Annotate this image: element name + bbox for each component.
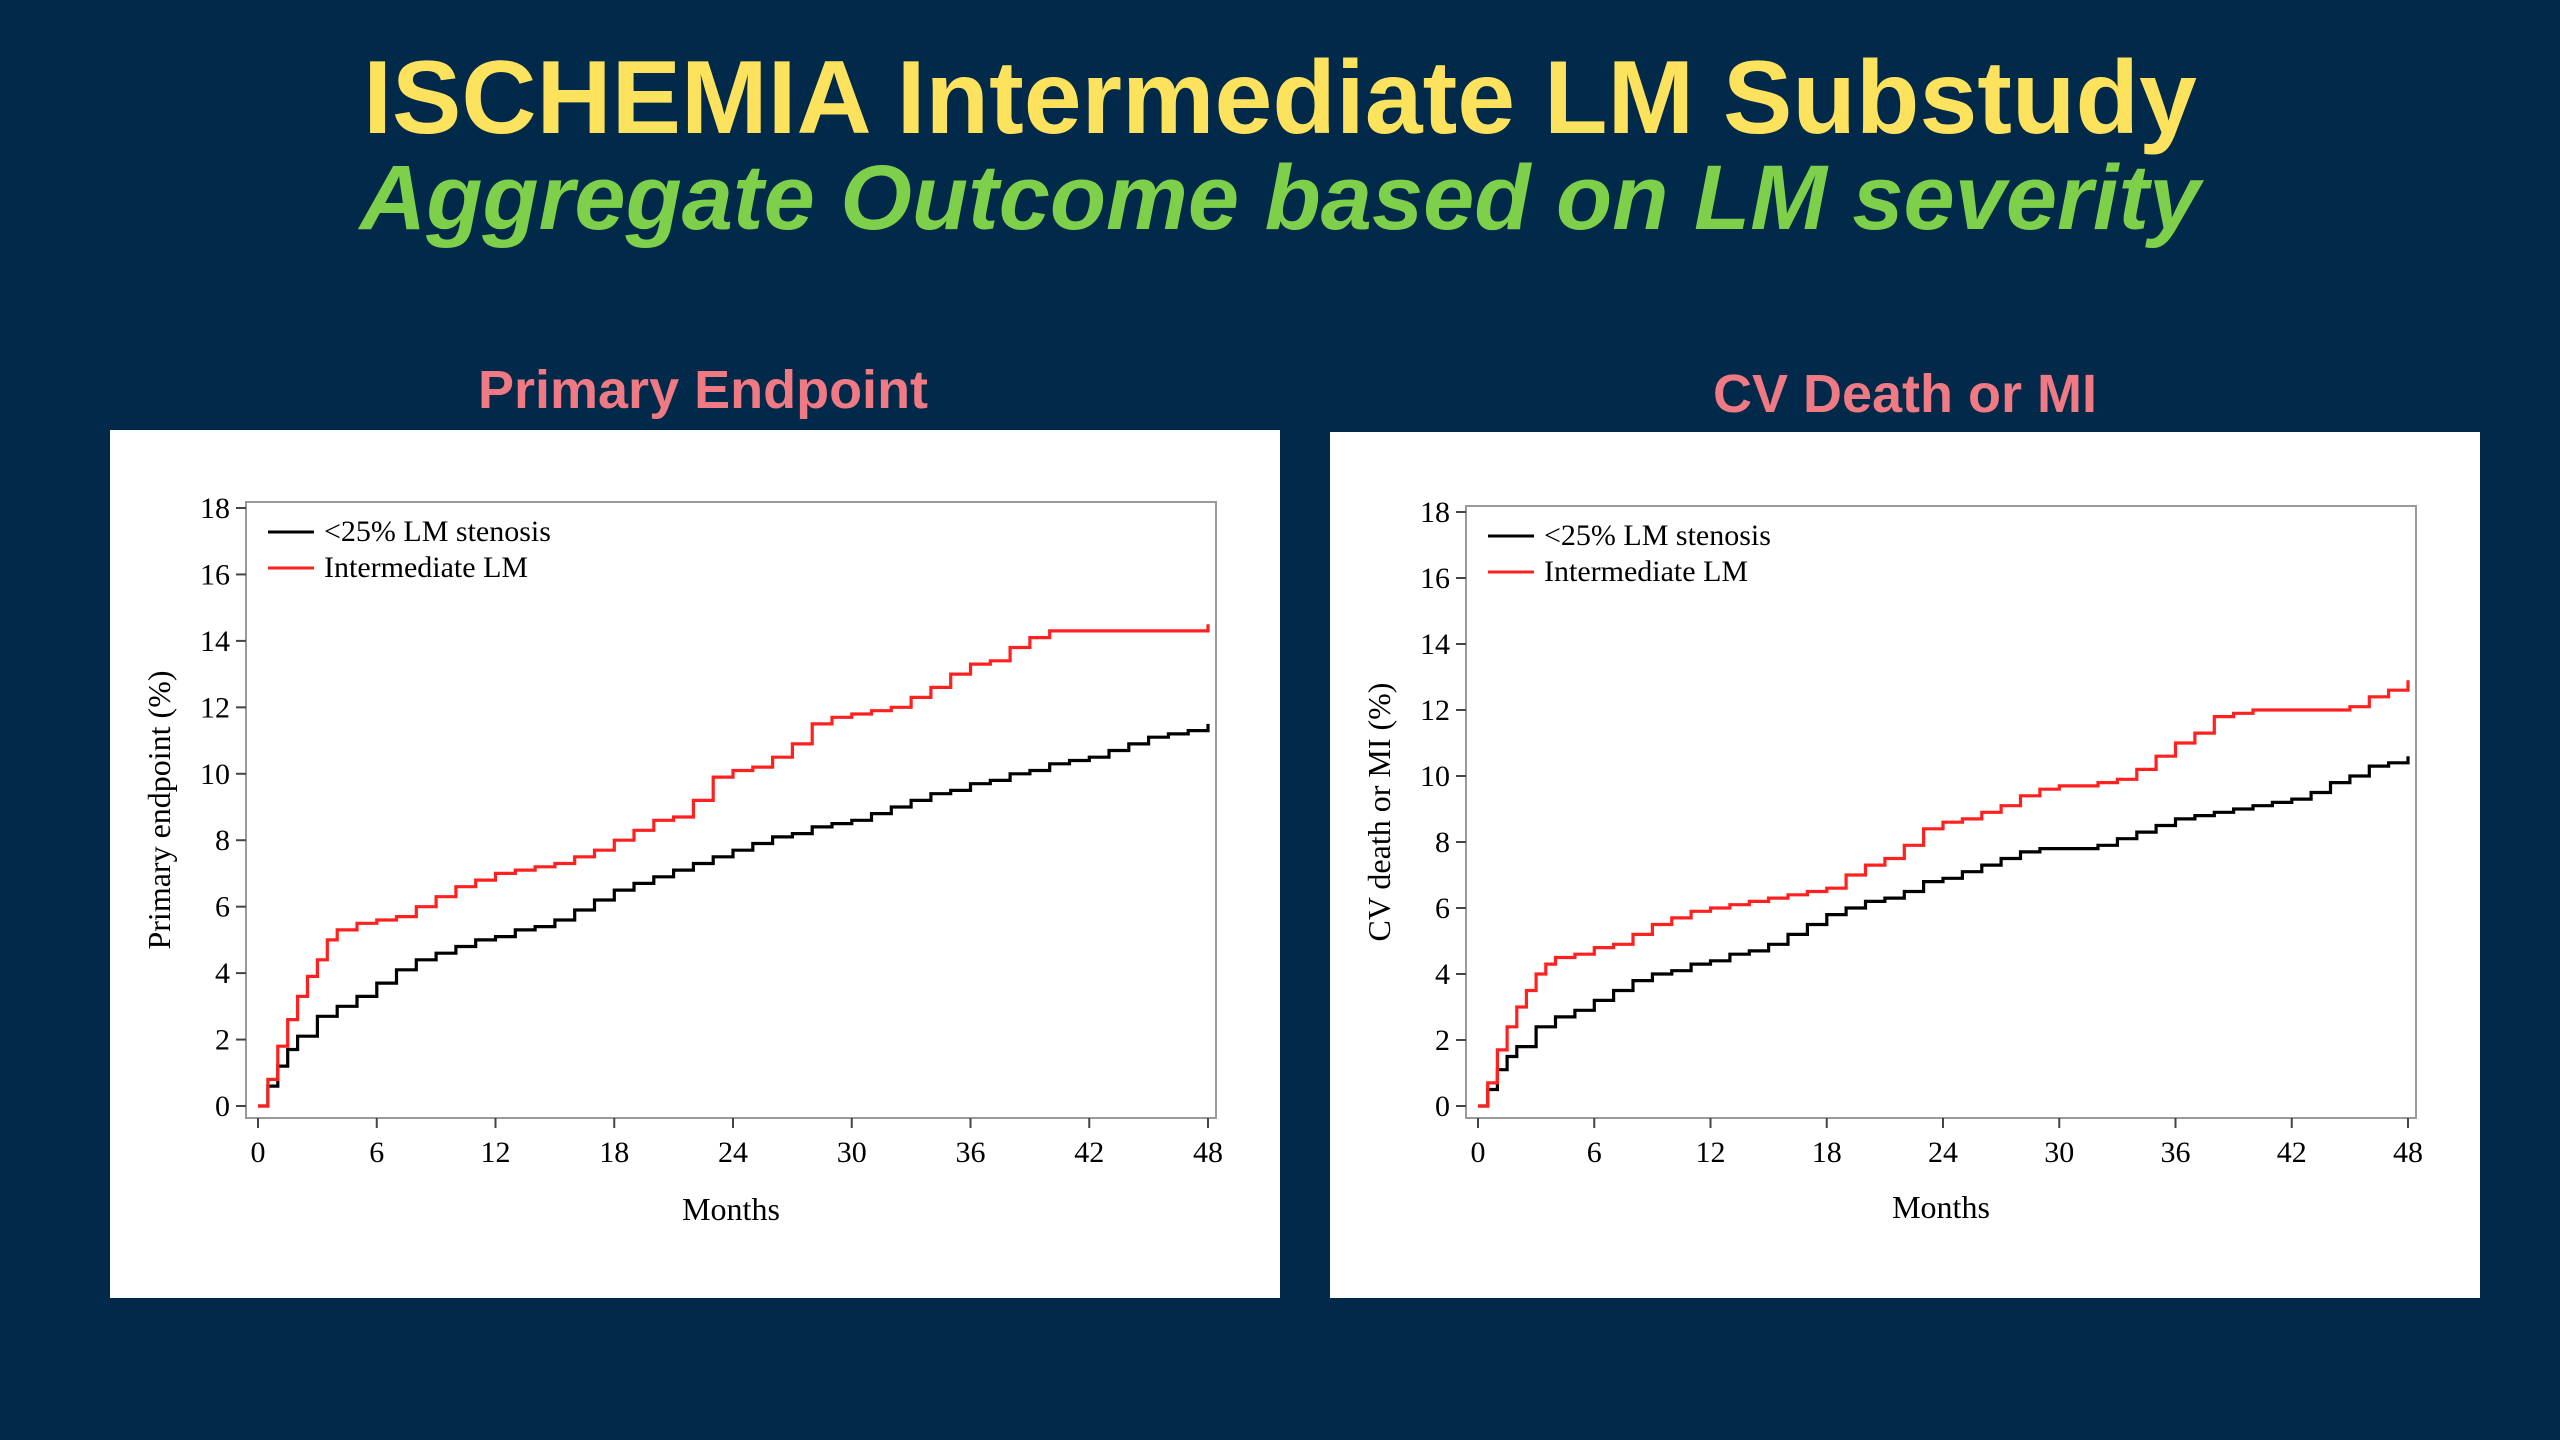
y-tick-label: 2 [1435, 1024, 1450, 1057]
x-tick-label: 0 [251, 1136, 266, 1169]
x-tick-label: 18 [599, 1136, 629, 1169]
y-tick-label: 8 [1435, 826, 1450, 859]
y-tick-label: 4 [1435, 958, 1450, 991]
y-tick-label: 16 [1420, 562, 1450, 595]
y-tick-label: 10 [200, 758, 230, 791]
x-tick-label: 30 [837, 1136, 867, 1169]
slide-subtitle: Aggregate Outcome based on LM severity [359, 147, 2201, 249]
x-axis-label: Months [1892, 1189, 1990, 1225]
y-tick-label: 6 [1435, 892, 1450, 925]
y-tick-label: 14 [1420, 628, 1450, 661]
x-tick-label: 24 [1928, 1136, 1958, 1169]
x-tick-label: 30 [2044, 1136, 2074, 1169]
x-tick-label: 0 [1471, 1136, 1486, 1169]
x-tick-label: 36 [2161, 1136, 2191, 1169]
y-tick-label: 12 [1420, 694, 1450, 727]
x-tick-label: 24 [718, 1136, 748, 1169]
y-tick-label: 12 [200, 691, 230, 724]
x-tick-label: 42 [2277, 1136, 2307, 1169]
x-tick-label: 42 [1074, 1136, 1104, 1169]
y-tick-label: 8 [215, 824, 230, 857]
panel-title-cv-death-or-mi: CV Death or MI [1712, 364, 2098, 424]
y-tick-label: 16 [200, 558, 230, 591]
x-axis-label: Months [682, 1191, 780, 1227]
y-axis-label: CV death or MI (%) [1361, 683, 1397, 942]
x-tick-label: 48 [1193, 1136, 1223, 1169]
y-tick-label: 14 [200, 625, 230, 658]
series-line-intermediate-lm [1478, 680, 2410, 1108]
series-line-lm-stenosis-under-25 [258, 723, 1210, 1108]
y-tick-label: 0 [1435, 1090, 1450, 1123]
y-tick-label: 4 [215, 957, 230, 990]
series-line-lm-stenosis-under-25 [1478, 756, 2410, 1108]
x-tick-label: 48 [2393, 1136, 2423, 1169]
x-tick-label: 6 [1587, 1136, 1602, 1169]
x-tick-label: 12 [1696, 1136, 1726, 1169]
y-axis-label: Primary endpoint (%) [141, 670, 177, 949]
y-tick-label: 18 [200, 492, 230, 525]
plot-frame [245, 501, 1217, 1119]
y-tick-label: 2 [215, 1024, 230, 1057]
chart-card-primary-endpoint: 0 2 4 6 8 10 12 14 16 18 0 6 12 18 24 30 36 42 48 Months Pri… [110, 430, 1280, 1298]
x-tick-label: 36 [956, 1136, 986, 1169]
legend-label-intermediate-lm: Intermediate LM [324, 551, 528, 584]
x-tick-label: 6 [369, 1136, 384, 1169]
x-tick-label: 18 [1812, 1136, 1842, 1169]
slide-title: ISCHEMIA Intermediate LM Substudy [363, 40, 2197, 156]
series-line-intermediate-lm [258, 624, 1210, 1108]
y-tick-label: 0 [215, 1090, 230, 1123]
y-tick-label: 6 [215, 891, 230, 924]
y-tick-label: 10 [1420, 760, 1450, 793]
legend-label-lm-stenosis-under-25: <25% LM stenosis [1544, 519, 1771, 552]
x-tick-label: 12 [481, 1136, 511, 1169]
panel-title-primary-endpoint: Primary Endpoint [477, 360, 929, 420]
legend-label-intermediate-lm: Intermediate LM [1544, 555, 1748, 588]
y-tick-label: 18 [1420, 496, 1450, 529]
legend-label-lm-stenosis-under-25: <25% LM stenosis [324, 515, 551, 548]
chart-card-cv-death-or-mi: 0 2 4 6 8 10 12 14 16 18 0 6 12 18 24 30 36 42 48 Months CV … [1330, 432, 2480, 1298]
plot-frame [1465, 505, 2417, 1119]
